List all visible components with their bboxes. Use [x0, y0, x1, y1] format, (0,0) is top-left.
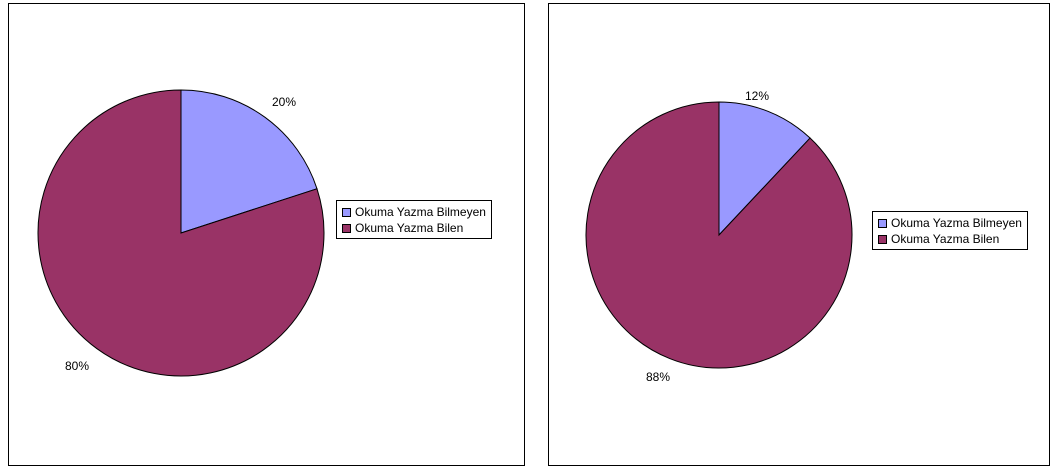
pie-chart-panel-1: 20% 80% Okuma Yazma Bilmeyen Okuma Yazma…	[8, 3, 525, 466]
legend-item-okuma-yazma-bilen: Okuma Yazma Bilen	[342, 220, 486, 236]
slice-okuma-yazma-bilmeyen	[718, 101, 811, 237]
slice-okuma-yazma-bilmeyen	[180, 89, 318, 234]
pie-chart-1	[37, 89, 325, 377]
legend-swatch-okuma-yazma-bilmeyen	[878, 218, 887, 228]
legend-swatch-okuma-yazma-bilen	[878, 234, 887, 244]
legend-label-okuma-yazma-bilen: Okuma Yazma Bilen	[891, 232, 1000, 246]
legend-label-okuma-yazma-bilmeyen: Okuma Yazma Bilmeyen	[355, 205, 486, 219]
slice-okuma-yazma-bilen	[585, 101, 853, 369]
legend-swatch-okuma-yazma-bilmeyen	[342, 207, 351, 217]
slice-okuma-yazma-bilen	[37, 89, 325, 377]
slice-label-okuma-yazma-bilmeyen: 12%	[744, 89, 770, 103]
slice-label-okuma-yazma-bilmeyen: 20%	[271, 95, 297, 109]
pie-chart-2	[585, 101, 853, 369]
legend-item-okuma-yazma-bilmeyen: Okuma Yazma Bilmeyen	[342, 204, 486, 220]
legend-item-okuma-yazma-bilmeyen: Okuma Yazma Bilmeyen	[878, 215, 1022, 231]
legend-1: Okuma Yazma Bilmeyen Okuma Yazma Bilen	[336, 200, 492, 239]
pie-chart-panel-2: 12% 88% Okuma Yazma Bilmeyen Okuma Yazma…	[548, 3, 1050, 466]
legend-item-okuma-yazma-bilen: Okuma Yazma Bilen	[878, 231, 1022, 247]
legend-swatch-okuma-yazma-bilen	[342, 223, 351, 233]
legend-label-okuma-yazma-bilmeyen: Okuma Yazma Bilmeyen	[891, 216, 1022, 230]
slice-label-okuma-yazma-bilen: 88%	[645, 370, 671, 384]
slice-label-okuma-yazma-bilen: 80%	[64, 359, 90, 373]
legend-label-okuma-yazma-bilen: Okuma Yazma Bilen	[355, 221, 464, 235]
legend-2: Okuma Yazma Bilmeyen Okuma Yazma Bilen	[872, 211, 1028, 250]
